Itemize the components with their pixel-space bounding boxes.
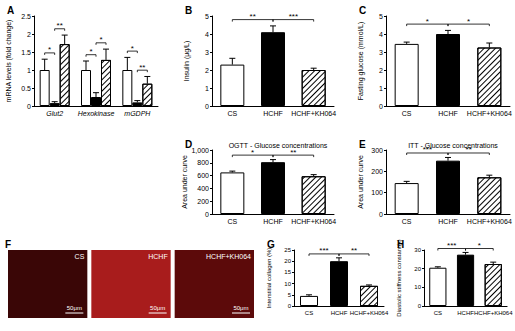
svg-text:50μm: 50μm	[150, 305, 165, 311]
svg-text:4: 4	[379, 31, 383, 38]
svg-text:HCHF: HCHF	[457, 310, 474, 316]
svg-text:1: 1	[205, 85, 209, 92]
svg-text:HCHF: HCHF	[438, 218, 457, 225]
svg-text:CS: CS	[305, 310, 313, 316]
svg-text:**: **	[57, 21, 63, 30]
svg-text:mGDPH: mGDPH	[124, 110, 151, 117]
svg-text:0: 0	[205, 211, 209, 218]
svg-text:*: *	[426, 17, 429, 26]
svg-text:CS: CS	[227, 218, 237, 225]
svg-text:HCHF+KH064: HCHF+KH064	[467, 110, 512, 117]
svg-text:200: 200	[197, 198, 209, 205]
svg-text:HCHF+KH064: HCHF+KH064	[291, 110, 336, 117]
svg-text:CS: CS	[402, 110, 412, 117]
svg-text:C: C	[359, 5, 366, 16]
svg-text:25: 25	[284, 247, 291, 253]
svg-text:*: *	[478, 241, 481, 250]
svg-text:*: *	[131, 44, 134, 53]
svg-text:Area under curve: Area under curve	[357, 155, 364, 209]
svg-text:H: H	[397, 239, 404, 250]
svg-text:**: **	[139, 63, 145, 72]
svg-text:0: 0	[288, 303, 292, 309]
svg-text:800: 800	[197, 159, 209, 166]
svg-text:Diastolic stiffness constant(κ: Diastolic stiffness constant(κ)	[396, 239, 402, 317]
svg-text:G: G	[267, 239, 275, 250]
svg-text:600: 600	[197, 172, 209, 179]
svg-text:F: F	[5, 239, 11, 250]
svg-text:0.5: 0.5	[21, 85, 31, 92]
svg-text:2: 2	[379, 67, 383, 74]
svg-text:HCHF: HCHF	[263, 218, 282, 225]
svg-text:0: 0	[418, 303, 422, 309]
svg-text:20: 20	[414, 266, 421, 272]
svg-text:*: *	[48, 45, 51, 54]
svg-text:HCHF: HCHF	[438, 110, 457, 117]
svg-text:mRNA levels (fold change): mRNA levels (fold change)	[5, 20, 13, 103]
svg-text:0: 0	[379, 211, 383, 218]
svg-text:CS: CS	[434, 310, 442, 316]
svg-text:HCHF+KH064: HCHF+KH064	[206, 253, 251, 260]
svg-text:CS: CS	[75, 253, 85, 260]
svg-text:HCHF+KH064: HCHF+KH064	[474, 310, 513, 316]
svg-text:*: *	[467, 17, 470, 26]
svg-text:***: ***	[319, 246, 328, 255]
svg-text:0: 0	[205, 103, 209, 110]
svg-text:1: 1	[379, 85, 383, 92]
svg-text:0: 0	[27, 103, 31, 110]
svg-text:5: 5	[288, 292, 292, 298]
svg-text:2.5: 2.5	[21, 13, 31, 20]
svg-text:5: 5	[379, 13, 383, 20]
svg-text:***: ***	[447, 241, 456, 250]
svg-text:4: 4	[205, 31, 209, 38]
svg-text:Glut2: Glut2	[46, 110, 63, 117]
svg-text:400: 400	[197, 185, 209, 192]
svg-text:2: 2	[205, 67, 209, 74]
svg-text:0: 0	[379, 103, 383, 110]
svg-text:5: 5	[205, 13, 209, 20]
svg-text:ITT - Glucose concentrations: ITT - Glucose concentrations	[408, 142, 498, 149]
svg-text:10: 10	[284, 281, 291, 287]
svg-text:1.5: 1.5	[21, 49, 31, 56]
svg-text:B: B	[185, 5, 192, 16]
svg-text:HCHF+KH064: HCHF+KH064	[291, 218, 336, 225]
svg-text:CS: CS	[227, 110, 237, 117]
svg-text:Interstitial collagen (%): Interstitial collagen (%)	[266, 248, 272, 309]
svg-text:1: 1	[27, 67, 31, 74]
svg-text:E: E	[359, 139, 366, 150]
svg-text:HCHF: HCHF	[263, 110, 282, 117]
svg-text:*: *	[99, 35, 102, 44]
svg-text:Insulin (μg/L): Insulin (μg/L)	[183, 41, 191, 82]
svg-text:OGTT - Glucose concentrations: OGTT - Glucose concentrations	[229, 142, 328, 149]
svg-text:D: D	[185, 139, 192, 150]
svg-text:**: **	[351, 246, 357, 255]
svg-text:CS: CS	[402, 218, 412, 225]
svg-text:HCHF+KH064: HCHF+KH064	[350, 310, 389, 316]
svg-text:Area under curve: Area under curve	[181, 155, 188, 209]
svg-text:50μm: 50μm	[67, 305, 82, 311]
svg-text:**: **	[250, 12, 256, 21]
svg-text:3: 3	[205, 49, 209, 56]
svg-text:*: *	[89, 47, 92, 56]
svg-text:HCHF: HCHF	[148, 253, 167, 260]
svg-text:Hexokinase: Hexokinase	[78, 110, 115, 117]
svg-text:300: 300	[371, 147, 383, 154]
svg-text:200: 200	[371, 168, 383, 175]
svg-text:HCHF: HCHF	[331, 310, 348, 316]
svg-text:100: 100	[371, 189, 383, 196]
svg-text:1,000: 1,000	[191, 147, 209, 154]
svg-text:3: 3	[379, 49, 383, 56]
svg-text:15: 15	[284, 269, 291, 275]
svg-text:HCHF+KH064: HCHF+KH064	[467, 218, 512, 225]
svg-text:***: ***	[289, 12, 298, 21]
svg-text:10: 10	[414, 284, 421, 290]
svg-text:2: 2	[27, 31, 31, 38]
svg-text:A: A	[7, 5, 14, 16]
svg-text:20: 20	[284, 258, 291, 264]
svg-text:50μm: 50μm	[233, 305, 248, 311]
svg-text:Fasting glucose (mmol/L): Fasting glucose (mmol/L)	[357, 22, 365, 101]
svg-text:30: 30	[414, 247, 421, 253]
